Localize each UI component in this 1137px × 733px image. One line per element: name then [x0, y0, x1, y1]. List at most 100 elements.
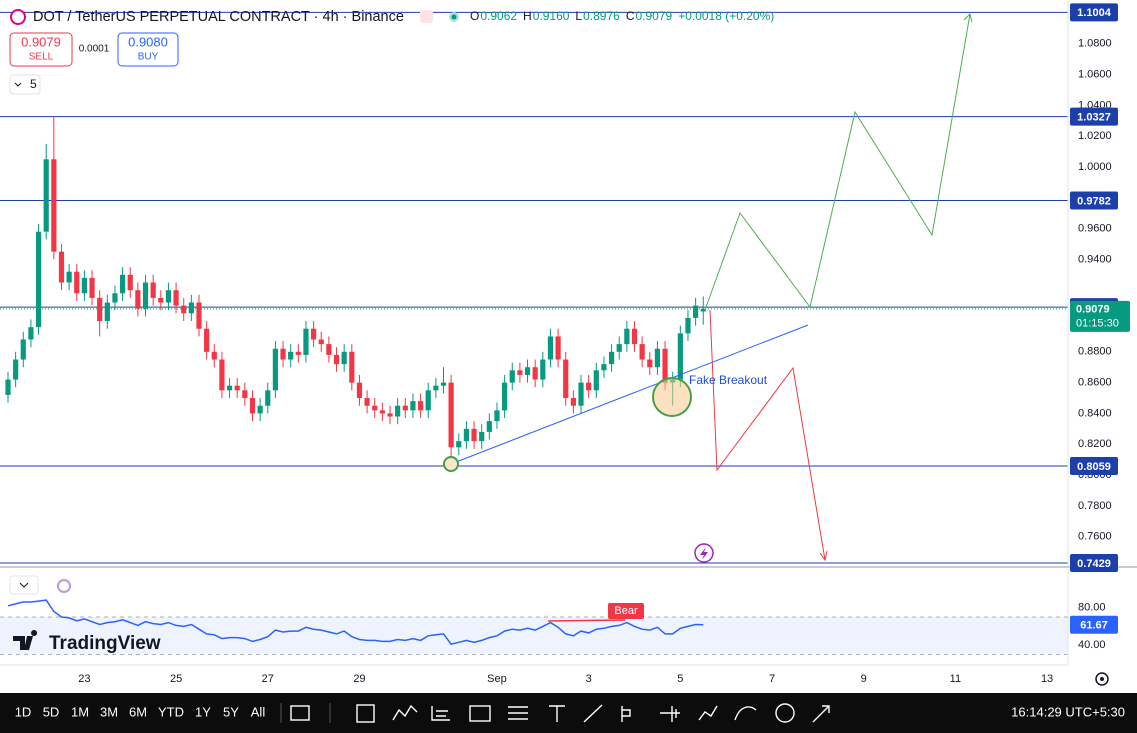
- sell-button[interactable]: [9, 32, 73, 67]
- ohlc-key: O: [470, 9, 479, 23]
- candle-body: [249, 398, 256, 414]
- settings-icon-core: [1100, 677, 1104, 681]
- projection-bear: [709, 309, 826, 561]
- symbol-icon: [10, 9, 26, 25]
- buy-button[interactable]: [117, 32, 179, 67]
- ohlc-legend: O 0.9062 H 0.9160 L 0.8976 C 0.9079: [470, 9, 673, 23]
- candle-body: [295, 351, 301, 355]
- candle-body: [624, 328, 630, 345]
- timeframe-button[interactable]: 1D: [15, 704, 32, 719]
- candle-body: [647, 359, 653, 368]
- refresh-icon[interactable]: [57, 579, 71, 593]
- candle-body: [395, 405, 401, 417]
- timeframe-button[interactable]: 5D: [43, 704, 60, 719]
- eye-tool[interactable]: [775, 703, 795, 723]
- candle-body: [540, 359, 546, 380]
- y-tick-label: 0.8800: [1078, 346, 1112, 358]
- candle-body: [448, 382, 454, 448]
- level-label: 1.0327: [1077, 112, 1111, 124]
- candle-body: [685, 317, 691, 334]
- candle-body: [456, 441, 462, 448]
- pattern-tool[interactable]: [469, 705, 491, 722]
- y-tick-label: 0.8200: [1078, 438, 1112, 450]
- candle-body: [524, 367, 531, 375]
- ohlc-value: 0.9160: [533, 9, 570, 23]
- candle-body: [440, 382, 447, 386]
- ruler-tool[interactable]: [660, 706, 680, 722]
- indicators-toggle[interactable]: [9, 74, 41, 95]
- timeframe-button[interactable]: 1M: [71, 704, 89, 719]
- level-label: 0.7429: [1077, 558, 1111, 570]
- candle-body: [364, 398, 370, 406]
- path-tool[interactable]: [392, 704, 418, 721]
- candle-body: [326, 344, 332, 355]
- replay-icon[interactable]: [290, 705, 310, 721]
- ohlc-value: 0.8976: [583, 9, 620, 23]
- candle-body: [555, 336, 561, 360]
- candle-body: [425, 390, 431, 411]
- ohlc-key: C: [626, 9, 635, 23]
- timeframe-button[interactable]: YTD: [158, 704, 184, 719]
- timeframes: 1D 5D 1M 3M 6M YTD 1Y 5Y All: [15, 704, 266, 719]
- logo-mark: [13, 630, 38, 650]
- brush-tool[interactable]: [734, 706, 757, 721]
- arrow-tool[interactable]: [812, 705, 830, 723]
- bottom-toolbar: [0, 693, 1137, 733]
- candle-body: [677, 333, 683, 380]
- timeframe-button[interactable]: All: [251, 704, 266, 719]
- y-tick-label: 0.7600: [1078, 531, 1112, 543]
- timeframe-button[interactable]: 6M: [129, 704, 147, 719]
- candle-body: [570, 398, 576, 406]
- timeframe-button[interactable]: 5Y: [223, 704, 239, 719]
- candle-body: [486, 421, 492, 432]
- indicators-count: 5: [30, 77, 37, 91]
- touch-marker: [443, 456, 459, 472]
- timeframe-button[interactable]: 1Y: [195, 704, 211, 719]
- candle-body: [311, 328, 317, 340]
- settings-icon[interactable]: [1095, 672, 1109, 686]
- candle-body: [188, 302, 194, 314]
- sell-label: SELL: [29, 52, 54, 63]
- trendline-tool[interactable]: [583, 704, 603, 723]
- text-tool[interactable]: [549, 705, 565, 722]
- y-tick-label: 0.9600: [1078, 222, 1112, 234]
- candle-body: [226, 385, 233, 391]
- rect-tool[interactable]: [356, 704, 375, 723]
- timeframe-button[interactable]: 3M: [100, 704, 118, 719]
- candle-body: [74, 271, 80, 294]
- fib-tool[interactable]: [431, 706, 450, 721]
- pane-toggle[interactable]: [9, 575, 39, 595]
- candle-body: [417, 401, 424, 411]
- candle-body: [28, 327, 34, 340]
- x-tick-label: 7: [769, 673, 775, 685]
- candle-body: [66, 271, 72, 283]
- symbol-title[interactable]: DOT / TetherUS PERPETUAL CONTRACT · 4h ·…: [33, 9, 404, 25]
- xabcd-tool[interactable]: [698, 705, 718, 721]
- candle-body: [257, 405, 263, 414]
- candle-body: [654, 348, 661, 368]
- candle-body: [196, 302, 202, 329]
- event-icon-bolt: [700, 547, 708, 560]
- candle-body: [693, 305, 699, 318]
- y-tick-label: 0.8600: [1078, 377, 1112, 389]
- flag-icon[interactable]: [420, 10, 433, 23]
- candle-body: [502, 382, 508, 411]
- arrow-head: [819, 550, 828, 562]
- status-dot-core: [451, 14, 457, 20]
- rsi-value-box: [1070, 615, 1118, 634]
- lines-tool[interactable]: [508, 706, 528, 720]
- long-tool[interactable]: [621, 706, 631, 722]
- candle-body: [150, 282, 156, 298]
- rsi-band: [0, 617, 1068, 655]
- level-label-box: [1070, 107, 1118, 126]
- candle-body: [112, 293, 118, 303]
- candle-body: [333, 354, 340, 365]
- divergence-box: [608, 603, 644, 619]
- candle-body: [280, 348, 286, 360]
- candle-body: [204, 328, 210, 352]
- ohlc-value: 0.9079: [635, 9, 672, 23]
- candle-body: [303, 328, 309, 355]
- projection-bull: [704, 13, 971, 311]
- candle-body: [662, 348, 668, 383]
